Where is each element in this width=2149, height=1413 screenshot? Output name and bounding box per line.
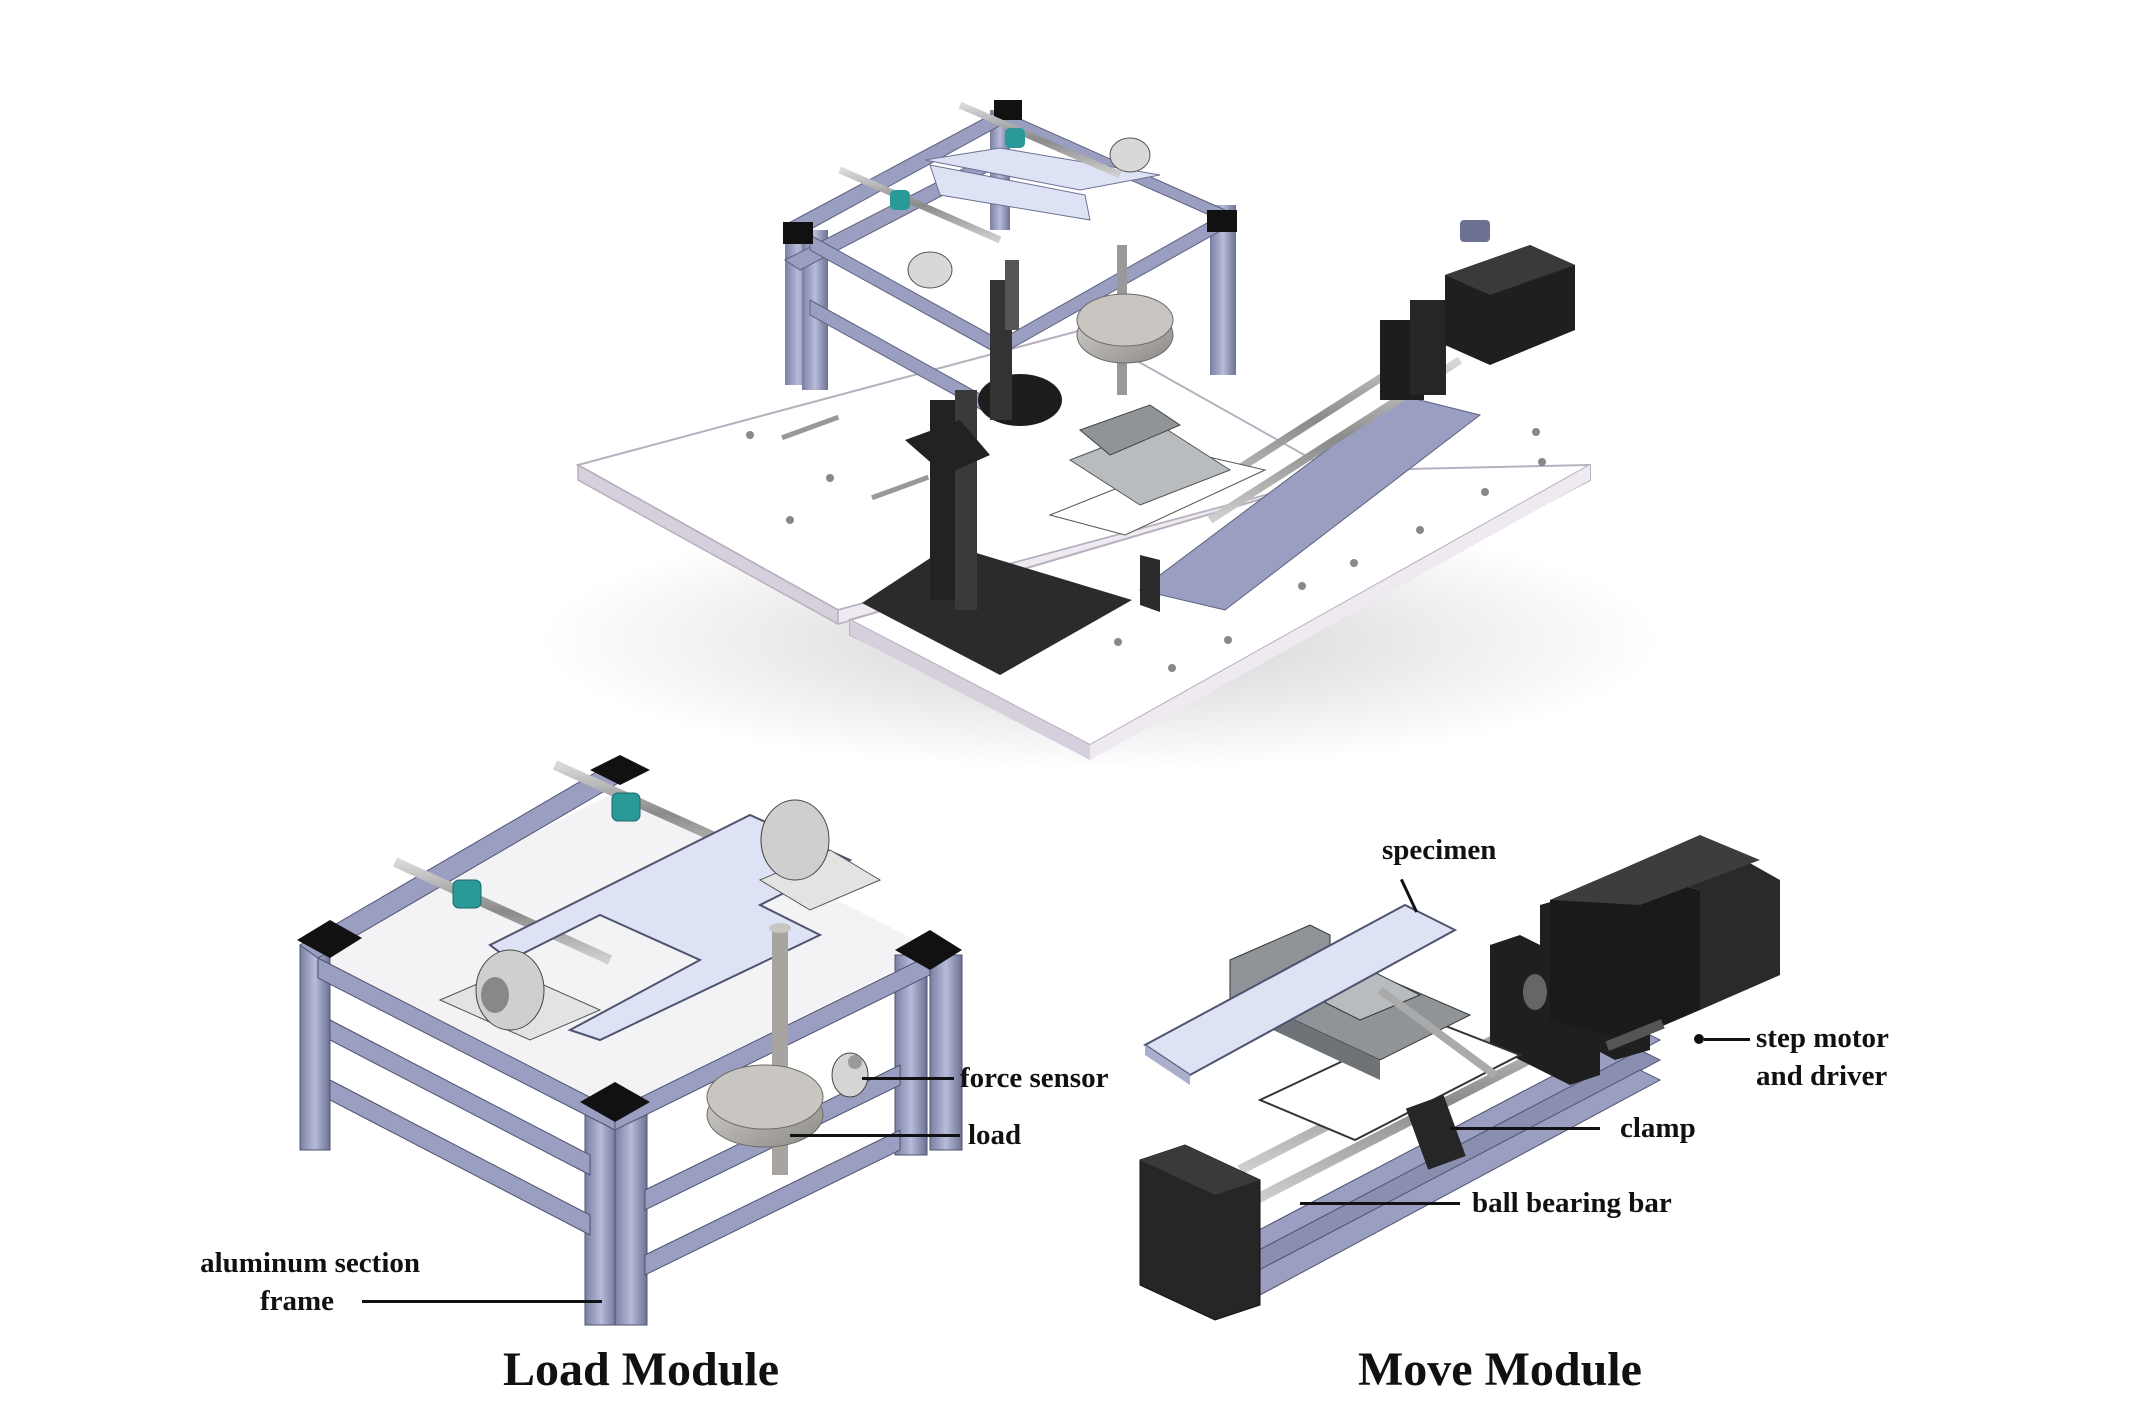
label-load: load xyxy=(968,1119,1022,1151)
title-move-module: Move Module xyxy=(1358,1343,1642,1396)
label-aluminum-line1: aluminum section xyxy=(200,1247,420,1279)
teal-nut-front xyxy=(452,879,482,909)
load-module-illustration xyxy=(297,755,963,1326)
label-aluminum-section-frame: aluminum section xyxy=(150,1244,420,1282)
mounting-holes xyxy=(746,428,1546,672)
pillow-block-front xyxy=(438,949,602,1041)
force-sensor-column xyxy=(905,260,1062,610)
leader-ball-bearing-bar xyxy=(1300,1202,1460,1205)
label-frame-line2: frame xyxy=(259,1285,335,1317)
top-move-rail xyxy=(1048,220,1575,612)
leader-step-motor xyxy=(1704,1038,1750,1041)
specimen-strip xyxy=(1143,903,1458,1085)
leader-aluminum-frame xyxy=(362,1300,602,1303)
teal-nut-back xyxy=(611,792,641,822)
load-frame xyxy=(297,755,963,1326)
title-load-module: Load Module xyxy=(503,1343,780,1396)
label-step-motor-line1: step motor xyxy=(1756,1022,1889,1054)
sensor-base-pad xyxy=(862,545,1132,675)
label-step-motor-line2: and driver xyxy=(1756,1060,1888,1092)
top-load-weight xyxy=(1076,245,1174,395)
pillow-block-back xyxy=(758,799,882,911)
step-motor xyxy=(1550,835,1780,1051)
move-module-illustration xyxy=(1139,835,1780,1321)
lead-screw-front xyxy=(392,857,613,965)
load-weight-assembly xyxy=(706,923,869,1175)
label-force-sensor: force sensor xyxy=(960,1062,1109,1094)
rail-end-block xyxy=(1139,1144,1261,1321)
leader-clamp xyxy=(1450,1127,1600,1130)
label-ball-bearing-bar: ball bearing bar xyxy=(1472,1187,1672,1219)
label-specimen: specimen xyxy=(1382,834,1497,866)
label-clamp: clamp xyxy=(1620,1112,1696,1144)
top-load-frame xyxy=(783,100,1237,421)
marker-step-motor xyxy=(1694,1034,1704,1044)
full-assembly-illustration xyxy=(540,100,1660,770)
leader-force-sensor xyxy=(862,1077,954,1080)
leader-load xyxy=(790,1134,960,1137)
